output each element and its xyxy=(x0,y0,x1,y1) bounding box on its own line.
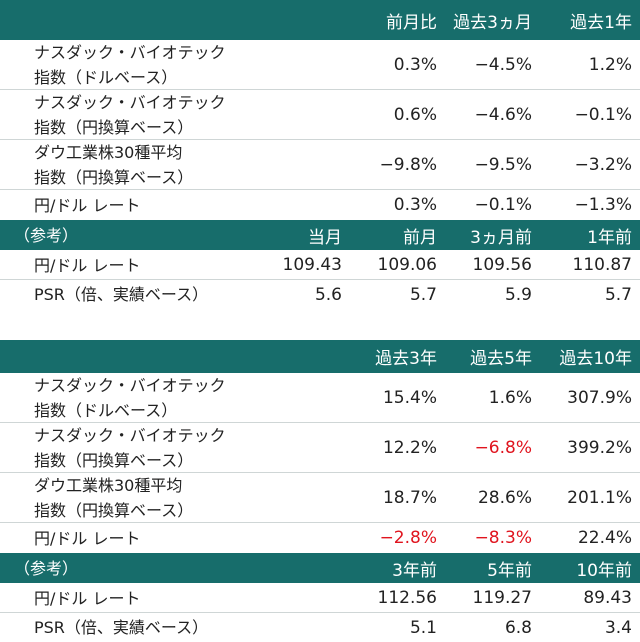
value-cell: 1.2% xyxy=(588,55,632,75)
column-header: 前月比 xyxy=(386,12,437,33)
label-line: 指数（円換算ベース） xyxy=(34,168,194,187)
value-cell: 307.9% xyxy=(567,388,632,408)
row-label: ナスダック・バイオテック 指数（円換算ベース） xyxy=(0,90,350,140)
row-label: 円/ドル レート xyxy=(0,190,350,220)
value-cell: 5.6 xyxy=(314,284,342,305)
row-label: ダウ工業株30種平均 指数（円換算ベース） xyxy=(0,473,350,523)
value-cell: 110.87 xyxy=(572,255,632,275)
row-separator xyxy=(0,472,640,473)
value-cell: 5.7 xyxy=(604,284,632,305)
value-cell: 5.9 xyxy=(504,284,532,305)
label-line: ナスダック・バイオテック xyxy=(34,43,226,62)
column-header: 前月 xyxy=(403,227,437,248)
label-line: 指数（ドルベース） xyxy=(34,401,178,420)
row-separator xyxy=(0,139,640,140)
row-separator xyxy=(0,612,640,613)
label-line: 円/ドル レート xyxy=(34,528,141,548)
reference-title: （参考） xyxy=(14,225,79,245)
column-header: 過去5年 xyxy=(470,349,532,369)
label-line: 指数（ドルベース） xyxy=(34,68,178,87)
row-label: PSR（倍、実績ベース） xyxy=(34,618,209,637)
value-cell: 5.1 xyxy=(409,617,437,638)
label-line: ダウ工業株30種平均 xyxy=(34,476,183,495)
value-cell: 0.3% xyxy=(393,195,437,215)
value-cell: 5.7 xyxy=(409,284,437,305)
value-cell: 109.56 xyxy=(472,255,532,275)
value-cell: 18.7% xyxy=(382,488,437,508)
row-label: ダウ工業株30種平均 指数（円換算ベース） xyxy=(0,140,350,190)
row-separator xyxy=(0,189,640,190)
table-header xyxy=(0,0,640,40)
label-line: ダウ工業株30種平均 xyxy=(34,143,183,162)
value-cell: 15.4% xyxy=(382,388,437,408)
row-label: 円/ドル レート xyxy=(34,255,141,275)
row-label: 円/ドル レート xyxy=(0,523,350,553)
value-cell: 0.6% xyxy=(393,105,437,125)
value-cell: 109.06 xyxy=(377,255,437,275)
value-cell: 0.3% xyxy=(393,55,437,75)
row-separator xyxy=(0,522,640,523)
label-line: ナスダック・バイオテック xyxy=(34,426,226,445)
value-cell: 89.43 xyxy=(583,588,632,608)
label-line: 指数（円換算ベース） xyxy=(34,501,194,520)
value-cell: −4.6% xyxy=(474,105,532,125)
row-label: ナスダック・バイオテック 指数（円換算ベース） xyxy=(0,423,350,473)
value-cell: −2.8% xyxy=(379,528,437,548)
value-cell: 6.8 xyxy=(504,617,532,638)
value-cell: 28.6% xyxy=(477,488,532,508)
value-cell: −4.5% xyxy=(474,55,532,75)
row-separator xyxy=(0,89,640,90)
column-header: 当月 xyxy=(308,227,342,248)
value-cell: 3.4 xyxy=(604,617,632,638)
value-cell: 22.4% xyxy=(577,528,632,548)
value-cell: −1.3% xyxy=(574,195,632,215)
value-cell: −9.5% xyxy=(474,155,532,175)
row-label: 円/ドル レート xyxy=(34,588,141,608)
label-line: ナスダック・バイオテック xyxy=(34,93,226,112)
column-header: 過去3ヵ月 xyxy=(453,12,532,33)
column-header: 過去10年 xyxy=(559,349,632,369)
column-header: 3年前 xyxy=(392,560,437,581)
label-line: 指数（円換算ベース） xyxy=(34,118,194,137)
value-cell: 109.43 xyxy=(282,255,342,275)
value-cell: 12.2% xyxy=(382,438,437,458)
row-label: ナスダック・バイオテック 指数（ドルベース） xyxy=(0,40,350,90)
row-separator xyxy=(0,279,640,280)
value-cell: −0.1% xyxy=(474,195,532,215)
reference-header xyxy=(0,220,640,250)
value-cell: 119.27 xyxy=(472,588,532,608)
row-separator xyxy=(0,422,640,423)
value-cell: 201.1% xyxy=(567,488,632,508)
column-header: 過去1年 xyxy=(570,12,632,33)
value-cell: 112.56 xyxy=(377,588,437,608)
row-label: PSR（倍、実績ベース） xyxy=(34,285,209,304)
reference-title: （参考） xyxy=(14,558,79,578)
column-header: 1年前 xyxy=(587,227,632,248)
value-cell: 399.2% xyxy=(567,438,632,458)
value-cell: −3.2% xyxy=(574,155,632,175)
column-header: 5年前 xyxy=(487,560,532,581)
column-header: 10年前 xyxy=(576,560,632,581)
value-cell: −6.8% xyxy=(474,438,532,458)
reference-header xyxy=(0,553,640,583)
column-header: 過去3年 xyxy=(375,349,437,369)
value-cell: −0.1% xyxy=(574,105,632,125)
label-line: 円/ドル レート xyxy=(34,195,141,215)
table-header xyxy=(0,340,640,373)
value-cell: −9.8% xyxy=(379,155,437,175)
value-cell: −8.3% xyxy=(474,528,532,548)
row-label: ナスダック・バイオテック 指数（ドルベース） xyxy=(0,373,350,423)
label-line: 指数（円換算ベース） xyxy=(34,451,194,470)
column-header: 3ヵ月前 xyxy=(470,227,532,248)
label-line: ナスダック・バイオテック xyxy=(34,376,226,395)
value-cell: 1.6% xyxy=(488,388,532,408)
